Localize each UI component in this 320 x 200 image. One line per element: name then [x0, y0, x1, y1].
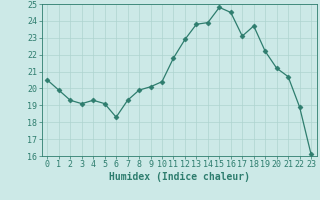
X-axis label: Humidex (Indice chaleur): Humidex (Indice chaleur)	[109, 172, 250, 182]
